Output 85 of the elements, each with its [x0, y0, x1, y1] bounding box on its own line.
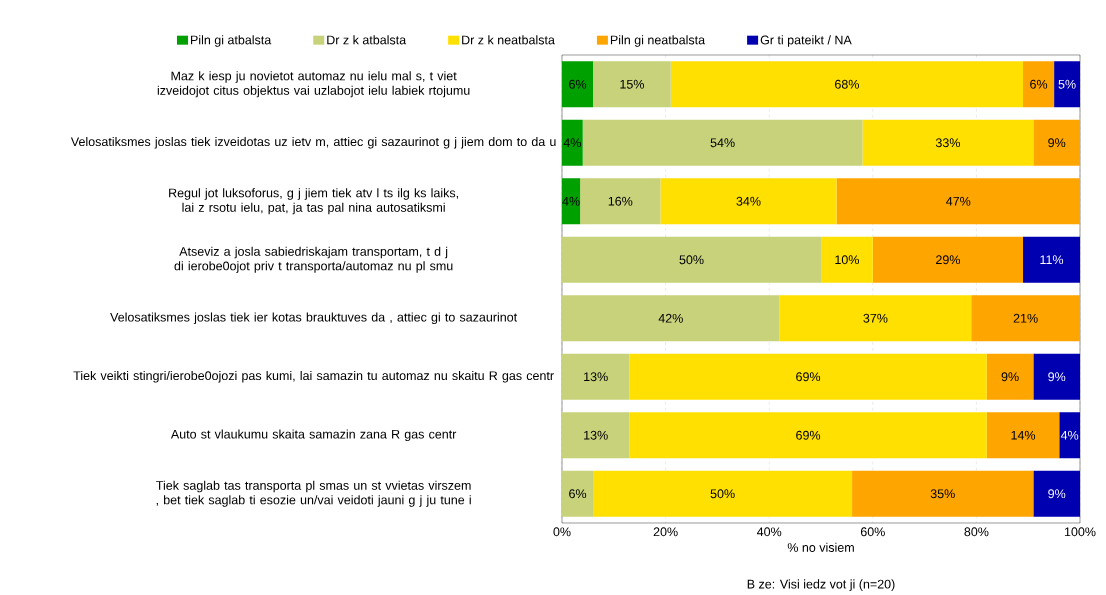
y-tick-label: Maz k iesp ju novietot automaz nu ielu mal s, t viet izveidojot citus objektus vai uzlabojot ielu labiek rtojumu — [157, 71, 470, 98]
data-label: 9% — [1048, 138, 1066, 148]
bar — [562, 470, 594, 517]
legend-label: Gr ti pateikt / NA — [760, 35, 852, 47]
data-label: 13% — [584, 430, 608, 440]
data-label: 68% — [835, 79, 859, 89]
x-axis-title: % no visiem — [787, 542, 854, 552]
legend-label: Piln gi neatbalsta — [610, 35, 706, 47]
data-label: 4% — [563, 138, 581, 148]
data-label: 6% — [569, 79, 587, 89]
bar — [562, 178, 581, 225]
data-label: 9% — [1048, 489, 1066, 499]
bar — [836, 178, 1080, 225]
y-tick-label: Regul jot luksoforus, g j jiem tiek atv l ts ilg ks laiks, lai z rsotu ielu, pat, ja tas pal nina autosatiksmi — [169, 188, 458, 215]
data-label: 54% — [710, 138, 735, 148]
data-label: 6% — [1030, 79, 1048, 89]
data-label: 9% — [1001, 372, 1019, 382]
data-label: 34% — [736, 196, 761, 206]
bar — [986, 412, 1060, 459]
bar — [1023, 236, 1080, 283]
data-label: 69% — [796, 430, 821, 440]
y-tick-label: Atseviz a josla sabiedriskajam transportam, t d j di ierobe0ojot priv t transporta/automaz nu pl smu — [174, 246, 453, 273]
bar — [1033, 470, 1080, 517]
bar — [1023, 61, 1055, 108]
bar — [971, 295, 1080, 342]
x-tick-label: 40% — [756, 527, 782, 537]
y-tick-label: Tiek veikti stingri/ierobe0ojozi pas kumi, lai samazin tu automaz nu skaitu R gas centr — [73, 370, 554, 383]
data-label: 50% — [710, 489, 735, 499]
data-label: 9% — [1048, 372, 1066, 382]
data-label: 5% — [1058, 79, 1076, 89]
data-label: 37% — [863, 313, 888, 323]
bar — [582, 119, 863, 166]
bar — [562, 412, 630, 459]
y-tick-label: Velosatiksmes joslas tiek ier kotas brauktuves da , attiec gi to sazaurinot — [110, 312, 518, 324]
legend-label: Dr z k atbalsta — [327, 35, 407, 45]
bar — [629, 412, 987, 459]
bar — [562, 61, 594, 108]
bar — [593, 61, 671, 108]
data-label: 15% — [620, 79, 644, 89]
bar — [670, 61, 1024, 108]
bar — [779, 295, 972, 342]
y-tick-label: Velosatiksmes joslas tiek izveidotas uz ietv m, attiec gi sazaurinot g j jiem dom to da u — [70, 136, 556, 149]
data-label: 33% — [935, 138, 960, 148]
data-label: 29% — [936, 255, 960, 265]
bar — [872, 236, 1024, 283]
data-label: 11% — [1040, 255, 1064, 265]
x-tick-label: 60% — [860, 527, 885, 537]
x-tick-label: 0% — [553, 527, 571, 537]
data-label: 10% — [835, 255, 859, 265]
data-label: 4% — [1060, 430, 1079, 440]
bar — [562, 353, 630, 400]
bar — [580, 178, 661, 225]
bar — [1033, 353, 1080, 400]
y-tick-label: Auto st vlaukumu skaita samazin zana R gas centr — [170, 429, 457, 441]
bar — [1033, 119, 1080, 166]
bar — [562, 119, 583, 166]
data-label: 21% — [1013, 313, 1038, 323]
y-tick-label: Tiek saglab tas transporta pl smas un st vvietas virszem , bet tiek saglab ti esozie un/vai veidoti jauni g j ju tune i — [156, 480, 471, 507]
data-label: 16% — [608, 196, 633, 206]
bar — [1059, 412, 1080, 459]
legend-label: Dr z k neatbalsta — [462, 35, 555, 45]
x-tick-label: 100% — [1064, 527, 1096, 537]
text: B ze: Visi iedz vot ji (n=20) — [747, 579, 895, 591]
data-label: 13% — [584, 372, 608, 382]
bar — [562, 236, 821, 283]
bar — [852, 470, 1034, 517]
bar — [593, 470, 853, 517]
x-tick-label: 80% — [964, 527, 989, 537]
data-label: 47% — [946, 196, 971, 206]
data-label: 6% — [569, 489, 587, 499]
data-label: 4% — [562, 196, 580, 206]
bar — [660, 178, 837, 225]
data-label: 50% — [679, 255, 704, 265]
legend-label: Piln gi atbalsta — [191, 35, 272, 47]
bar — [821, 236, 873, 283]
data-label: 14% — [1011, 430, 1036, 440]
data-label: 42% — [658, 313, 683, 323]
data-label: 69% — [796, 372, 821, 382]
x-tick-label: 20% — [653, 527, 678, 537]
bar — [629, 353, 987, 400]
bar — [1054, 61, 1080, 108]
bar — [562, 295, 780, 342]
bar — [862, 119, 1034, 166]
bar — [986, 353, 1034, 400]
data-label: 35% — [930, 489, 955, 499]
